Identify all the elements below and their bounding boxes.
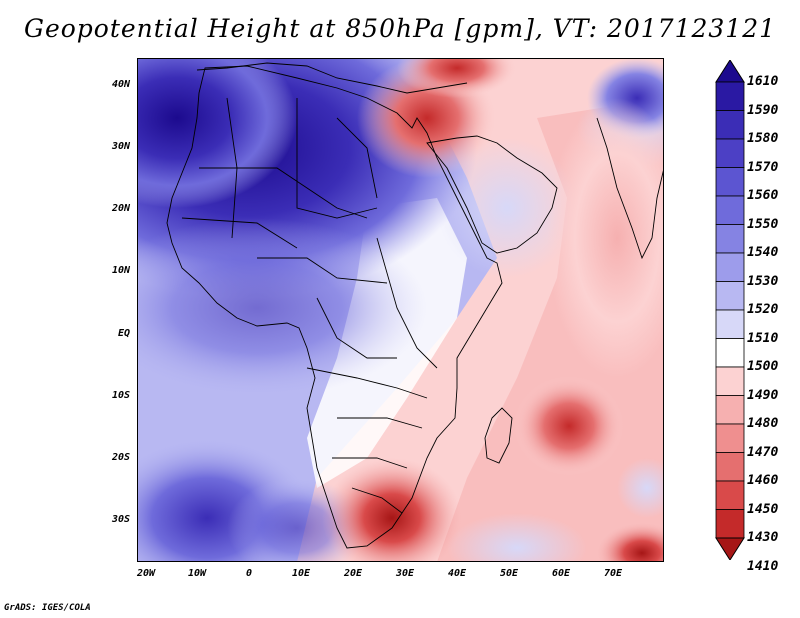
lat-label-40n: 40N — [111, 79, 130, 90]
colorbar-swatch — [715, 452, 745, 482]
colorbar-label: 1410 — [747, 558, 779, 574]
colorbar-label: 1530 — [747, 273, 779, 289]
grads-credit: GrADS: IGES/COLA — [4, 603, 91, 613]
colorbar-label: 1540 — [747, 245, 779, 260]
colorbar-top-arrow — [715, 60, 745, 83]
colorbar-label: 1590 — [747, 102, 779, 118]
colorbar-swatch — [715, 81, 745, 111]
colorbar-label: 1520 — [747, 302, 779, 317]
colorbar-swatch — [715, 252, 745, 282]
lat-label-10n: 10N — [111, 265, 130, 276]
lon-label-50e: 50E — [499, 568, 519, 579]
colorbar-label: 1570 — [747, 159, 779, 175]
lon-label-20e: 20E — [343, 568, 363, 579]
colorbar-label: 1610 — [747, 74, 779, 89]
lon-label-40e: 40E — [447, 568, 467, 579]
colorbar-label: 1550 — [747, 216, 779, 232]
lat-label-eq: EQ — [117, 328, 130, 339]
colorbar-swatch — [715, 395, 745, 425]
lat-label-10s: 10S — [111, 390, 130, 401]
colorbar-swatch — [715, 509, 745, 539]
lon-label-10w: 10W — [187, 568, 207, 579]
colorbar-label: 1490 — [747, 387, 779, 403]
lat-label-30n: 30N — [111, 141, 130, 152]
lon-label-20w: 20W — [136, 568, 156, 579]
lat-label-20n: 20N — [111, 203, 130, 214]
colorbar-swatch — [715, 167, 745, 197]
colorbar-label: 1560 — [747, 188, 779, 203]
colorbar-swatch — [715, 366, 745, 396]
colorbar-label: 1580 — [747, 131, 779, 146]
lon-label-30e: 30E — [395, 568, 415, 579]
colorbar-label: 1450 — [747, 501, 779, 517]
colorbar-label: 1470 — [747, 444, 779, 460]
colorbar-bottom-arrow — [715, 537, 745, 560]
lon-label-10e: 10E — [291, 568, 311, 579]
colorbar-label: 1500 — [747, 359, 779, 374]
geopotential-map — [137, 58, 664, 562]
colorbar-swatch — [715, 138, 745, 168]
colorbar — [715, 60, 745, 560]
colorbar-swatch — [715, 281, 745, 311]
map-title: Geopotential Height at 850hPa [gpm], VT:… — [23, 14, 777, 43]
lon-label-70e: 70E — [603, 568, 623, 579]
colorbar-swatch — [715, 423, 745, 453]
lat-label-20s: 20S — [111, 452, 130, 463]
colorbar-label: 1480 — [747, 416, 779, 431]
colorbar-label: 1460 — [747, 473, 779, 488]
lon-label-0: 0 — [245, 568, 253, 579]
lat-label-30s: 30S — [111, 514, 130, 525]
colorbar-swatch — [715, 480, 745, 510]
colorbar-swatch — [715, 110, 745, 140]
colorbar-swatch — [715, 195, 745, 225]
lon-label-60e: 60E — [551, 568, 571, 579]
colorbar-label: 1510 — [747, 330, 779, 346]
colorbar-swatch — [715, 338, 745, 368]
colorbar-swatch — [715, 309, 745, 339]
colorbar-swatch — [715, 224, 745, 254]
colorbar-label: 1430 — [747, 530, 779, 545]
